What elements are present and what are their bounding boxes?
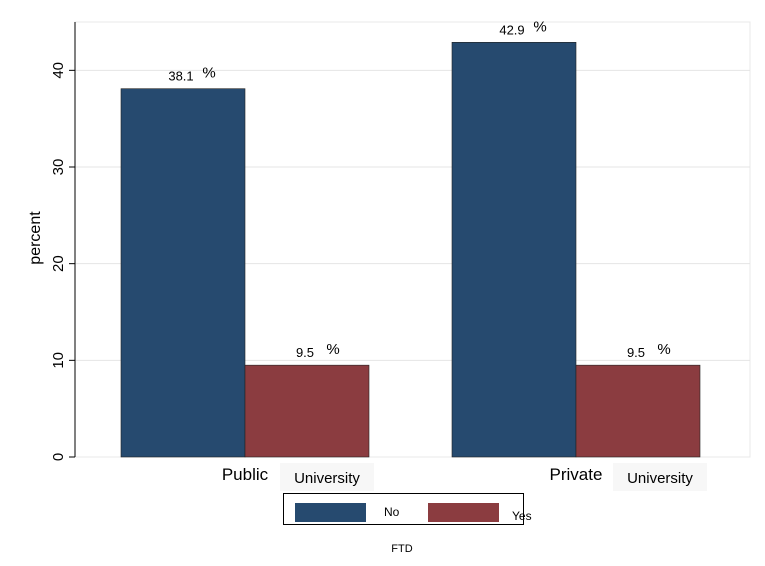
legend-title: FTD (391, 543, 412, 555)
value-label-no-private: 42.9 (499, 22, 524, 37)
y-tick-label-20: 20 (50, 255, 67, 272)
value-label-yes-public: 9.5 (296, 345, 314, 360)
y-tick-label-40: 40 (50, 62, 67, 79)
value-label-yes-private: 9.5 (627, 345, 645, 360)
bars (120, 41, 701, 458)
bar-no-public (120, 88, 246, 458)
bar-yes-public (244, 364, 370, 458)
category-suffix-bg-private (613, 463, 707, 491)
legend-swatch-yes (428, 503, 499, 522)
legend-swatch-no (295, 503, 366, 522)
y-axis-title: percent (27, 211, 44, 265)
bar-no-private (451, 41, 577, 458)
value-label-no-public: 38.1 (168, 69, 193, 84)
labels: 0 10 20 30 40 38.1 % 42.9 % 9.5% 9.5 % Public Univers… (50, 18, 707, 491)
value-suffix-yes-public: % (326, 341, 339, 358)
y-axis (69, 22, 76, 458)
legend-label-yes: Yes (512, 509, 532, 523)
y-tick-label-10: 10 (50, 352, 67, 369)
category-suffix-label-private: University (627, 470, 693, 487)
y-tick-label-0: 0 (50, 453, 67, 461)
legend: No Yes FTD (282, 492, 548, 561)
value-suffix-no-private: % (533, 18, 546, 35)
value-suffix-yes-private: % (657, 341, 670, 358)
category-suffix-bg-public (280, 463, 374, 491)
category-suffix-label-public: University (294, 470, 360, 487)
y-tick-label-30: 30 (50, 159, 67, 176)
bar-yes-private (575, 364, 701, 458)
category-label-private: Private (550, 465, 603, 484)
category-label-public: Public (222, 465, 269, 484)
value-suffix-no-public: % (202, 65, 215, 82)
legend-label-no: No (384, 505, 400, 519)
